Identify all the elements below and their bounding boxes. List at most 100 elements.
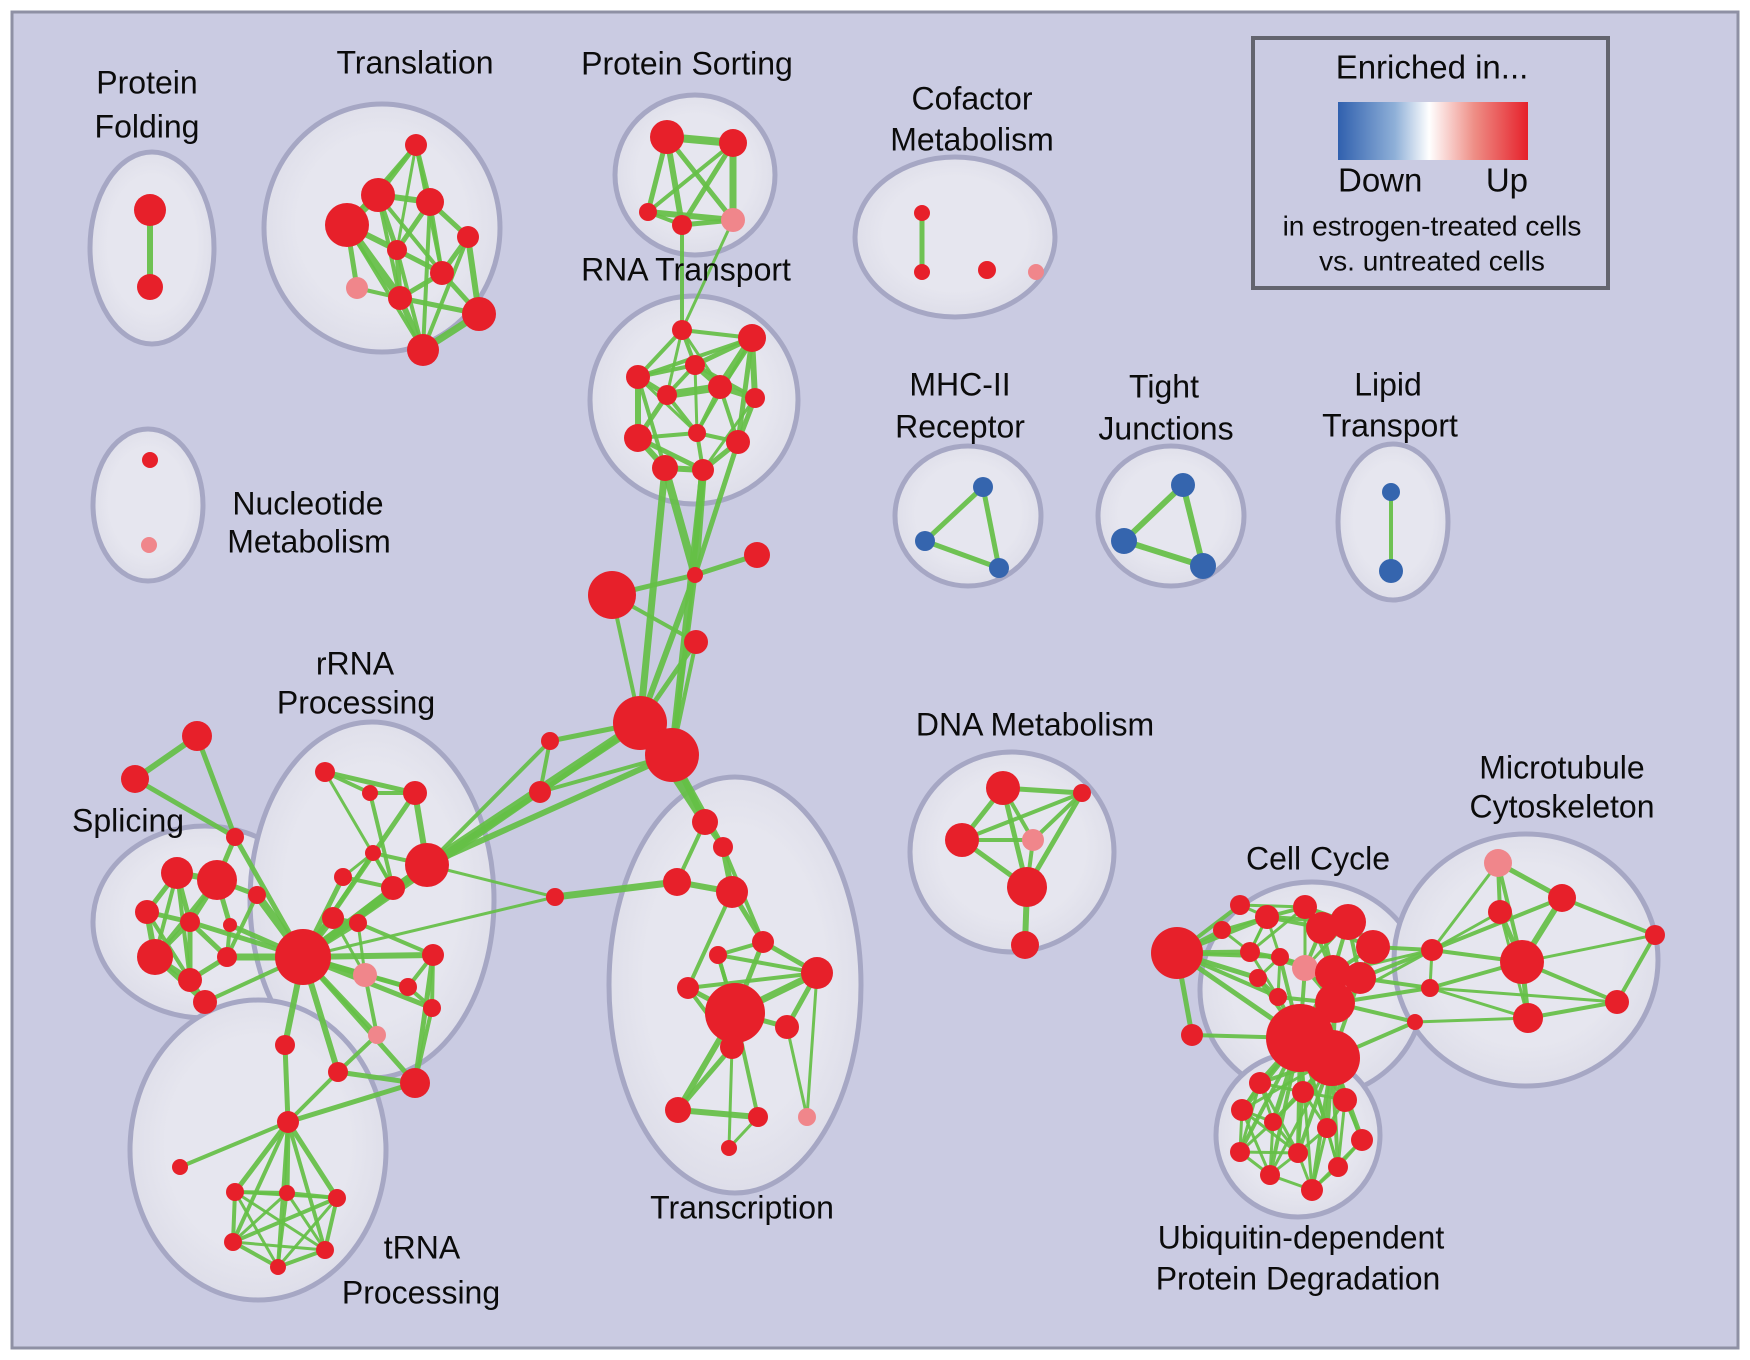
gene-set-node[interactable] xyxy=(726,430,750,454)
gene-set-node[interactable] xyxy=(416,188,444,216)
gene-set-node[interactable] xyxy=(1488,900,1512,924)
gene-set-node[interactable] xyxy=(1333,1088,1357,1112)
gene-set-node[interactable] xyxy=(346,277,368,299)
gene-set-node[interactable] xyxy=(721,208,745,232)
gene-set-node[interactable] xyxy=(457,226,479,248)
gene-set-node[interactable] xyxy=(137,274,163,300)
gene-set-node[interactable] xyxy=(400,1068,430,1098)
gene-set-node[interactable] xyxy=(915,531,935,551)
gene-set-node[interactable] xyxy=(353,963,377,987)
gene-set-node[interactable] xyxy=(1230,1142,1250,1162)
gene-set-node[interactable] xyxy=(1171,473,1195,497)
gene-set-node[interactable] xyxy=(677,977,699,999)
gene-set-node[interactable] xyxy=(685,355,705,375)
gene-set-node[interactable] xyxy=(775,1015,799,1039)
gene-set-node[interactable] xyxy=(989,558,1009,578)
gene-set-node[interactable] xyxy=(315,762,335,782)
gene-set-node[interactable] xyxy=(657,385,677,405)
gene-set-node[interactable] xyxy=(1328,1157,1348,1177)
gene-set-node[interactable] xyxy=(1190,553,1216,579)
gene-set-node[interactable] xyxy=(316,1241,334,1259)
gene-set-node[interactable] xyxy=(709,946,727,964)
gene-set-node[interactable] xyxy=(541,732,559,750)
gene-set-node[interactable] xyxy=(134,194,166,226)
gene-set-node[interactable] xyxy=(430,261,454,285)
gene-set-node[interactable] xyxy=(684,630,708,654)
gene-set-node[interactable] xyxy=(121,765,149,793)
gene-set-node[interactable] xyxy=(719,129,747,157)
gene-set-node[interactable] xyxy=(248,886,266,904)
gene-set-node[interactable] xyxy=(639,203,657,221)
gene-set-node[interactable] xyxy=(197,860,237,900)
gene-set-node[interactable] xyxy=(277,1111,299,1133)
gene-set-node[interactable] xyxy=(665,1097,691,1123)
gene-set-node[interactable] xyxy=(1548,884,1576,912)
gene-set-node[interactable] xyxy=(405,843,449,887)
gene-set-node[interactable] xyxy=(1292,955,1318,981)
gene-set-node[interactable] xyxy=(650,120,684,154)
gene-set-node[interactable] xyxy=(744,542,770,568)
gene-set-node[interactable] xyxy=(1513,1003,1543,1033)
gene-set-node[interactable] xyxy=(1317,1118,1337,1138)
gene-set-node[interactable] xyxy=(1421,979,1439,997)
gene-set-node[interactable] xyxy=(1240,942,1260,962)
gene-set-node[interactable] xyxy=(1301,1179,1323,1201)
gene-set-node[interactable] xyxy=(672,215,692,235)
gene-set-node[interactable] xyxy=(1351,1129,1373,1151)
gene-set-node[interactable] xyxy=(738,324,766,352)
gene-set-node[interactable] xyxy=(692,809,718,835)
gene-set-node[interactable] xyxy=(716,876,748,908)
gene-set-node[interactable] xyxy=(1306,912,1338,944)
gene-set-node[interactable] xyxy=(1249,969,1267,987)
gene-set-node[interactable] xyxy=(275,1035,295,1055)
gene-set-node[interactable] xyxy=(1645,925,1665,945)
gene-set-node[interactable] xyxy=(361,178,395,212)
gene-set-node[interactable] xyxy=(801,957,833,989)
gene-set-node[interactable] xyxy=(193,990,217,1014)
gene-set-node[interactable] xyxy=(1421,939,1443,961)
gene-set-node[interactable] xyxy=(588,571,636,619)
gene-set-node[interactable] xyxy=(1181,1024,1203,1046)
gene-set-node[interactable] xyxy=(546,888,564,906)
gene-set-node[interactable] xyxy=(705,983,765,1043)
gene-set-node[interactable] xyxy=(978,261,996,279)
gene-set-node[interactable] xyxy=(325,203,369,247)
gene-set-node[interactable] xyxy=(407,334,439,366)
gene-set-node[interactable] xyxy=(1231,1099,1253,1121)
gene-set-node[interactable] xyxy=(688,424,706,442)
gene-set-node[interactable] xyxy=(1111,528,1137,554)
gene-set-node[interactable] xyxy=(388,286,412,310)
gene-set-node[interactable] xyxy=(365,845,381,861)
gene-set-node[interactable] xyxy=(626,365,650,389)
gene-set-node[interactable] xyxy=(745,388,765,408)
gene-set-node[interactable] xyxy=(422,944,444,966)
gene-set-node[interactable] xyxy=(708,375,732,399)
gene-set-node[interactable] xyxy=(721,1140,737,1156)
gene-set-node[interactable] xyxy=(672,320,692,340)
gene-set-node[interactable] xyxy=(334,868,352,886)
gene-set-node[interactable] xyxy=(624,424,652,452)
gene-set-node[interactable] xyxy=(403,781,427,805)
gene-set-node[interactable] xyxy=(178,968,202,992)
gene-set-node[interactable] xyxy=(713,837,733,857)
gene-set-node[interactable] xyxy=(1379,559,1403,583)
gene-set-node[interactable] xyxy=(328,1062,348,1082)
gene-set-node[interactable] xyxy=(270,1259,286,1275)
gene-set-node[interactable] xyxy=(687,567,703,583)
gene-set-node[interactable] xyxy=(529,781,551,803)
gene-set-node[interactable] xyxy=(663,868,691,896)
gene-set-node[interactable] xyxy=(1255,905,1279,929)
gene-set-node[interactable] xyxy=(1605,990,1629,1014)
gene-set-node[interactable] xyxy=(226,1183,244,1201)
gene-set-node[interactable] xyxy=(328,1189,346,1207)
gene-set-node[interactable] xyxy=(986,771,1020,805)
gene-set-node[interactable] xyxy=(1213,921,1231,939)
gene-set-node[interactable] xyxy=(1407,1014,1423,1030)
gene-set-node[interactable] xyxy=(692,459,714,481)
gene-set-node[interactable] xyxy=(137,939,173,975)
gene-set-node[interactable] xyxy=(914,205,930,221)
gene-set-node[interactable] xyxy=(1269,988,1287,1006)
gene-set-node[interactable] xyxy=(645,728,699,782)
gene-set-node[interactable] xyxy=(1073,784,1091,802)
gene-set-node[interactable] xyxy=(1292,1081,1314,1103)
